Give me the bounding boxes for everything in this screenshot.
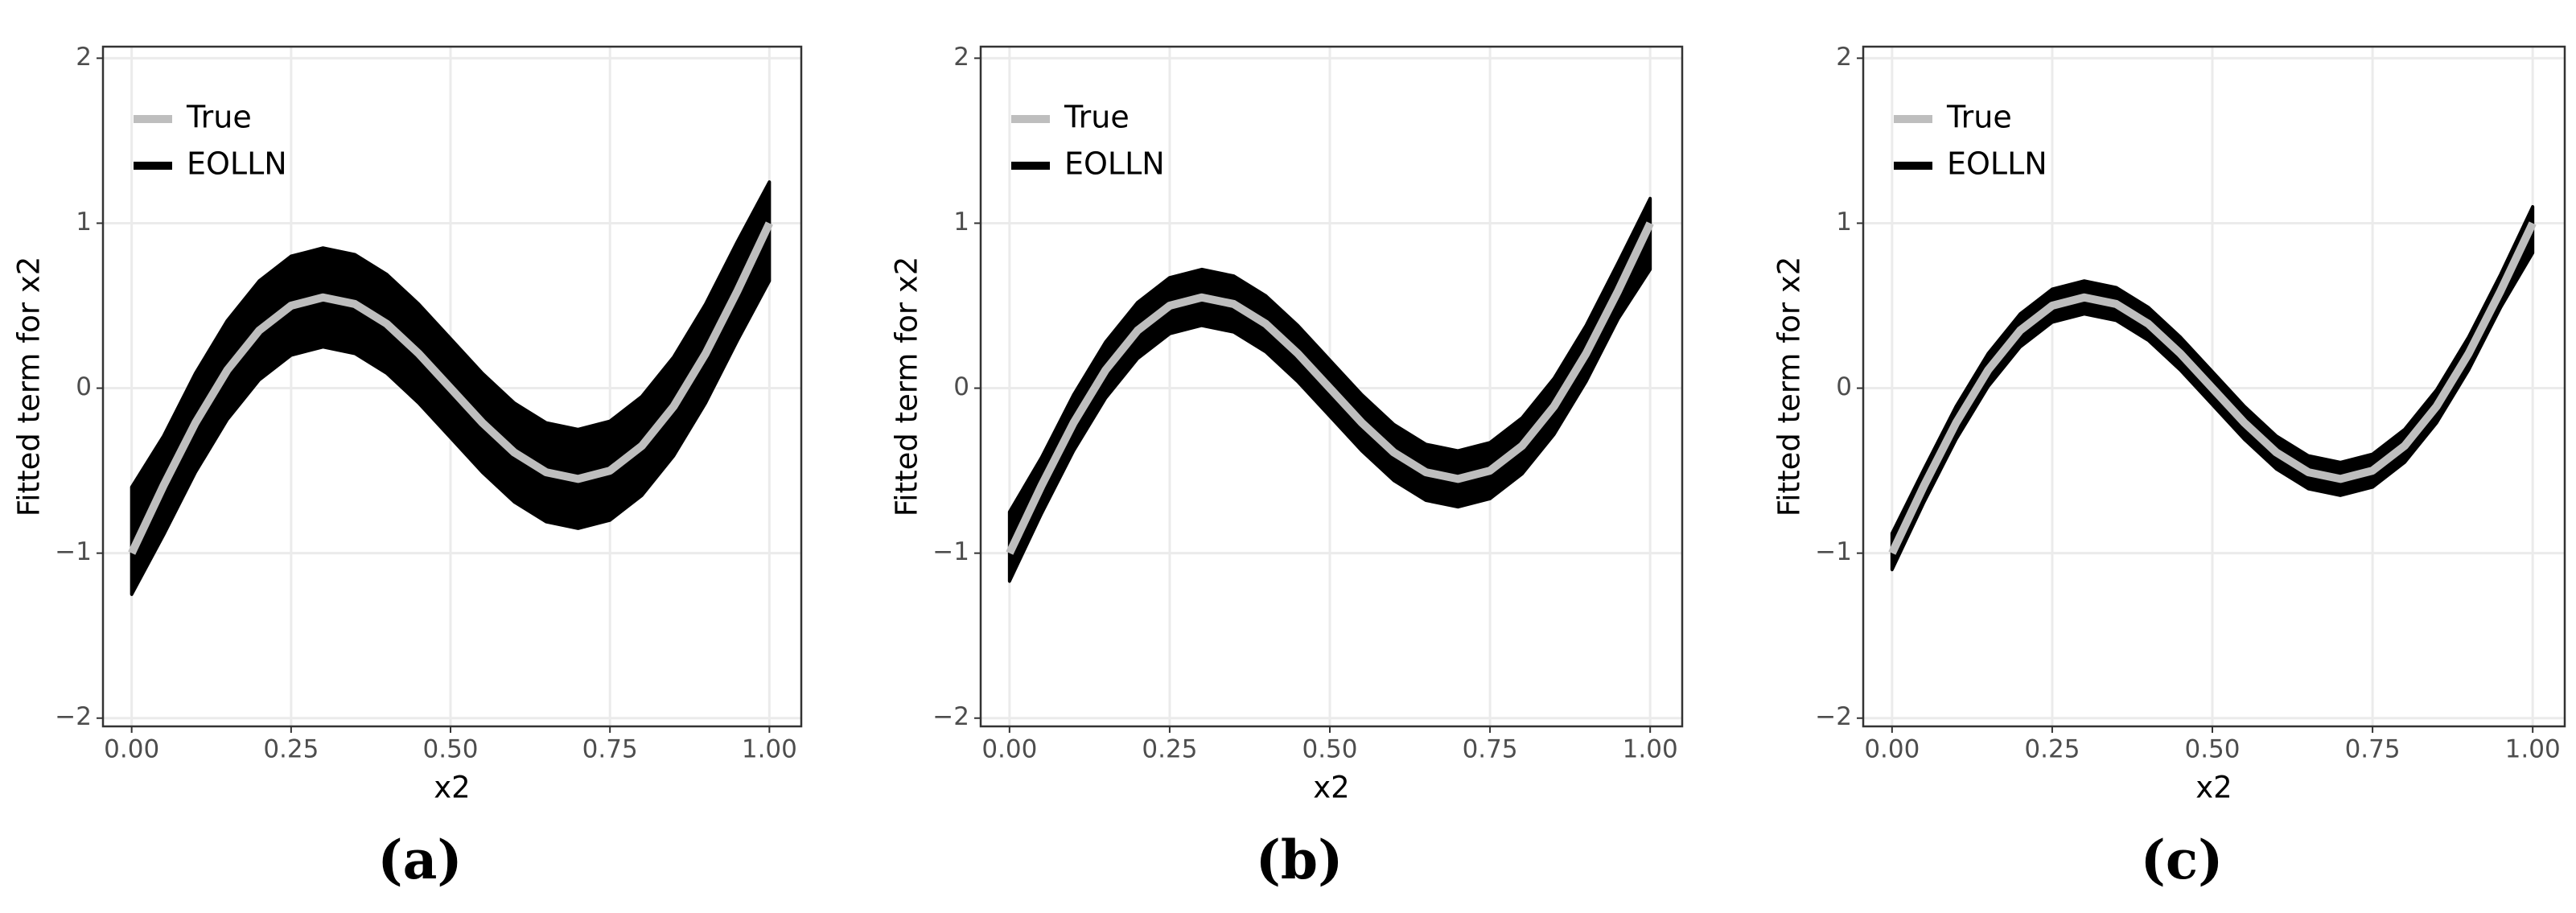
legend-label: EOLLN	[187, 146, 287, 182]
y-tick-label: −2	[55, 702, 92, 731]
y-axis-title: Fitted term for x2	[890, 257, 924, 517]
y-tick-label: 0	[1836, 372, 1852, 401]
x-axis-title: x2	[434, 771, 470, 805]
caption: (a)	[377, 829, 462, 891]
x-tick-label: 0.00	[981, 735, 1037, 764]
x-tick-label: 0.00	[104, 735, 159, 764]
x-tick-label: 0.25	[1142, 735, 1197, 764]
true-line	[128, 221, 773, 555]
y-tick-label: 2	[1836, 43, 1852, 72]
legend-label: True	[186, 100, 252, 135]
legend-label: True	[1946, 100, 2012, 135]
y-tick-label: −2	[932, 702, 969, 731]
y-axis-title: Fitted term for x2	[1772, 257, 1807, 517]
x-tick-label: 0.50	[2184, 735, 2240, 764]
x-tick-label: 1.00	[2505, 735, 2561, 764]
legend-label: EOLLN	[1064, 146, 1165, 182]
x-tick-label: 0.50	[423, 735, 479, 764]
caption: (c)	[2141, 829, 2224, 891]
panel-border	[1862, 45, 2566, 728]
y-tick-label: 0	[76, 372, 92, 401]
y-tick-label: −1	[1815, 537, 1852, 566]
legend-label: True	[1064, 100, 1130, 135]
x-tick-label: 0.75	[582, 735, 638, 764]
panel-border	[101, 45, 803, 728]
x-tick-label: 0.50	[1302, 735, 1357, 764]
x-tick-label: 1.00	[1623, 735, 1678, 764]
y-tick-label: 0	[953, 372, 969, 401]
panel-border	[979, 45, 1684, 728]
y-tick-label: 2	[76, 43, 92, 72]
y-tick-label: 1	[953, 208, 969, 236]
true-line	[1006, 221, 1654, 555]
y-tick-label: 1	[76, 208, 92, 236]
y-axis-title: Fitted term for x2	[12, 257, 47, 517]
y-tick-label: −1	[932, 537, 969, 566]
x-tick-label: 0.00	[1864, 735, 1920, 764]
legend-label: EOLLN	[1947, 146, 2047, 182]
true-line	[1888, 221, 2537, 555]
x-axis-title: x2	[1313, 771, 1349, 805]
x-tick-label: 0.25	[2024, 735, 2080, 764]
y-tick-label: −1	[55, 537, 92, 566]
x-tick-label: 1.00	[742, 735, 797, 764]
x-axis-title: x2	[2195, 771, 2232, 805]
caption: (b)	[1256, 829, 1344, 891]
y-tick-label: 2	[953, 43, 969, 72]
y-tick-label: 1	[1836, 208, 1852, 236]
x-tick-label: 0.75	[1463, 735, 1518, 764]
x-tick-label: 0.75	[2345, 735, 2401, 764]
y-tick-label: −2	[1815, 702, 1852, 731]
x-tick-label: 0.25	[263, 735, 319, 764]
